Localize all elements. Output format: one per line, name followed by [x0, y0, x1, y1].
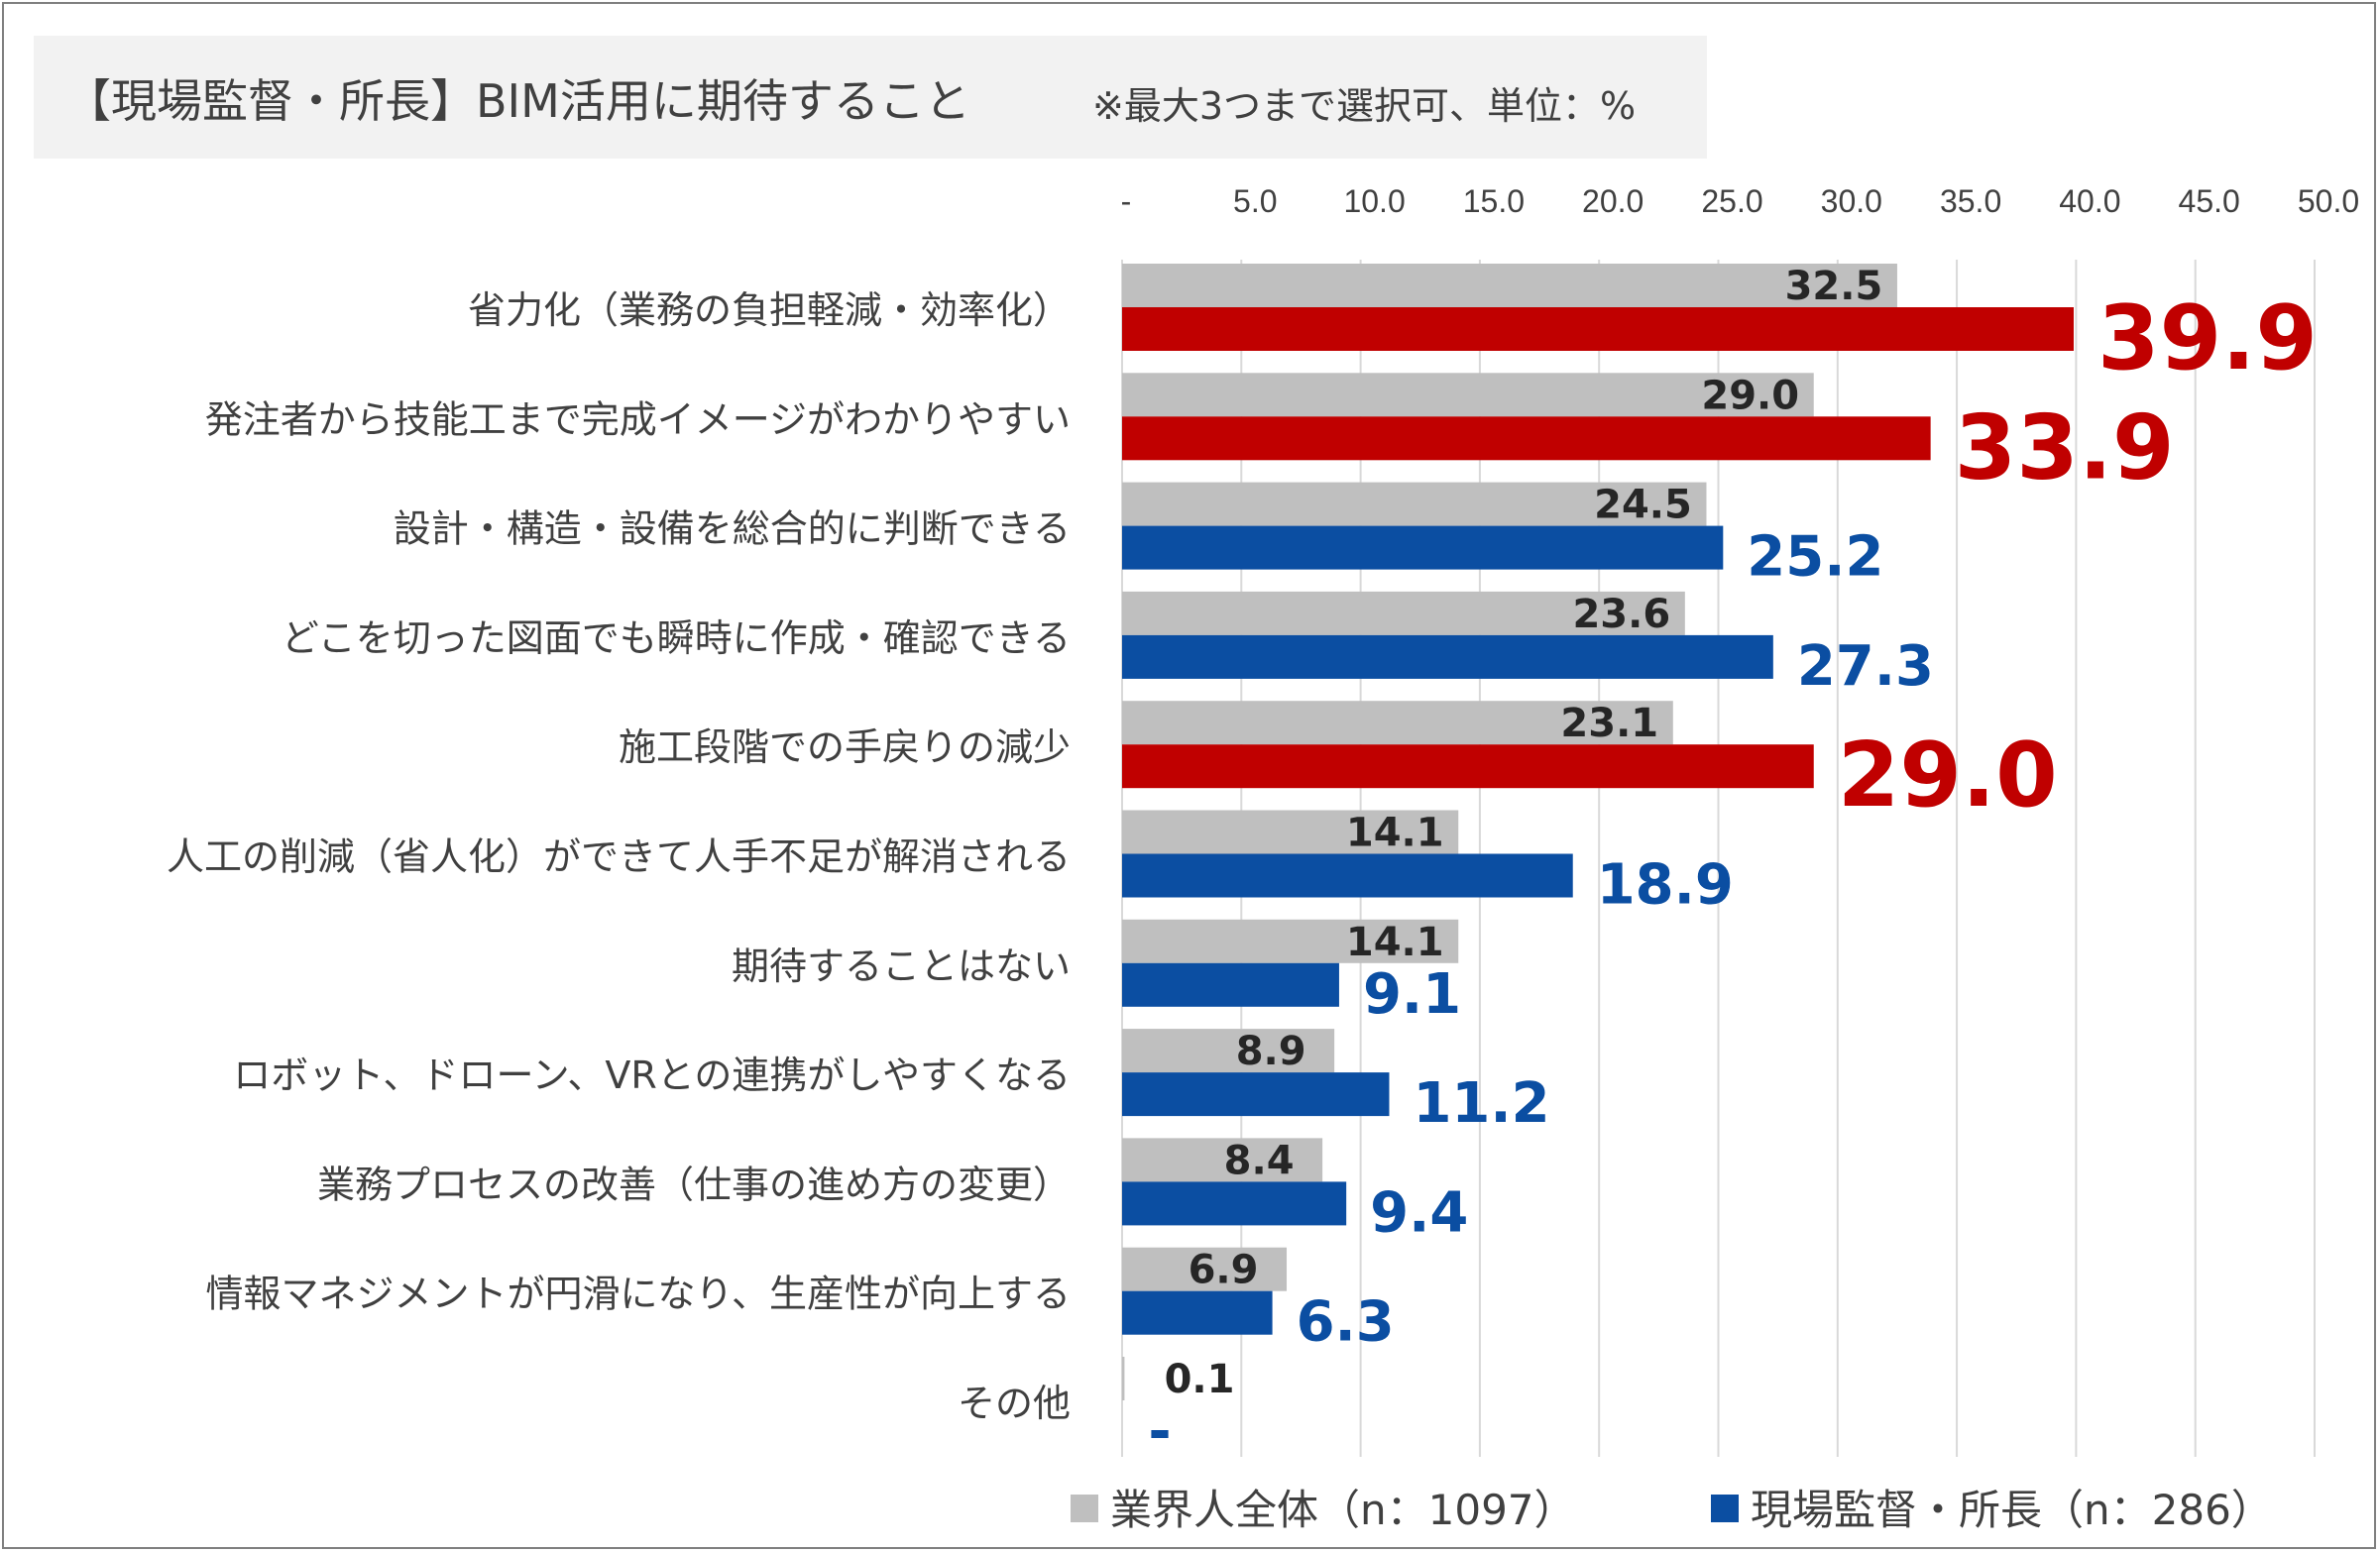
x-tick-label: 25.0 — [1701, 183, 1762, 219]
data-label-site-supervisor: - — [1148, 1399, 1171, 1464]
category-labels: 省力化（業務の負担軽減・効率化） 発注者から技能工まで完成イメージがわかりやすい設… — [167, 288, 1071, 1425]
data-label-industry-total: 8.9 — [1236, 1029, 1306, 1074]
chart-note: ※最大3つまで選択可、単位：% — [1092, 84, 1637, 128]
data-label-industry-total: 23.6 — [1572, 592, 1670, 637]
category-label: 人工の削減（省人化）ができて人手不足が解消される — [167, 835, 1071, 879]
bar-site-supervisor — [1122, 1181, 1347, 1226]
data-label-industry-total: 14.1 — [1346, 920, 1444, 965]
data-label-site-supervisor: 6.3 — [1297, 1290, 1395, 1355]
bar-site-supervisor — [1122, 962, 1339, 1007]
category-label: 業務プロセスの改善（仕事の進め方の変更） — [317, 1163, 1071, 1206]
data-label-industry-total: 29.0 — [1701, 373, 1799, 418]
bar-site-supervisor — [1122, 1072, 1390, 1117]
data-label-industry-total: 14.1 — [1346, 811, 1444, 856]
data-label-site-supervisor: 9.4 — [1370, 1180, 1468, 1245]
data-label-site-supervisor: 25.2 — [1747, 525, 1883, 590]
bar-site-supervisor — [1122, 744, 1814, 789]
x-tick-label: 30.0 — [1821, 183, 1882, 219]
category-label: 情報マネジメントが円滑になり、生産性が向上する — [206, 1273, 1071, 1316]
bar-industry-total — [1122, 591, 1685, 635]
legend-label: 業界人全体（n：1097） — [1110, 1486, 1576, 1534]
category-label: 発注者から技能工まで完成イメージがわかりやすい — [205, 397, 1071, 441]
bar-industry-total — [1122, 1357, 1125, 1400]
bar-industry-total — [1122, 482, 1707, 526]
data-label-industry-total: 23.1 — [1560, 701, 1658, 746]
x-tick-label: 10.0 — [1343, 183, 1405, 219]
legend-swatch — [1071, 1495, 1098, 1522]
bar-industry-total — [1122, 1247, 1288, 1291]
category-label: 省力化（業務の負担軽減・効率化） — [468, 288, 1071, 332]
x-tick-label: 5.0 — [1233, 183, 1277, 219]
x-tick-label: 50.0 — [2298, 183, 2359, 219]
data-label-site-supervisor: 27.3 — [1797, 634, 1934, 699]
bar-industry-total — [1122, 701, 1673, 745]
data-label-site-supervisor: 9.1 — [1363, 962, 1461, 1027]
x-tick-label: - — [1121, 183, 1132, 219]
category-label: ロボット、ドローン、VRとの連携がしやすくなる — [233, 1054, 1071, 1097]
data-label-site-supervisor: 29.0 — [1838, 723, 2058, 828]
legend: 業界人全体（n：1097） 現場監督・所長（n：286） — [1071, 1486, 2273, 1534]
x-tick-label: 35.0 — [1940, 183, 2001, 219]
bar-industry-total — [1122, 919, 1459, 963]
data-label-industry-total: 0.1 — [1165, 1357, 1235, 1402]
bar-site-supervisor — [1122, 853, 1573, 898]
data-label-industry-total: 32.5 — [1785, 264, 1883, 309]
data-label-industry-total: 8.4 — [1224, 1138, 1295, 1183]
bar-industry-total — [1122, 1138, 1323, 1182]
category-label: 設計・構造・設備を総合的に判断できる — [394, 507, 1071, 551]
chart-title: 【現場監督・所長】BIM活用に期待すること — [65, 74, 970, 128]
data-label-industry-total: 24.5 — [1594, 483, 1692, 528]
data-labels: 32.5 39.9 29.0 33.9 24.5 25.2 23.6 27.3 23.1 29.0… — [1148, 264, 2318, 1464]
data-label-site-supervisor: 18.9 — [1597, 853, 1734, 918]
bar-site-supervisor — [1122, 307, 2074, 351]
bar-industry-total — [1122, 1029, 1335, 1073]
category-label: 施工段階での手戻りの減少 — [619, 725, 1071, 769]
bars — [1122, 264, 2074, 1400]
x-tick-label: 15.0 — [1463, 183, 1525, 219]
bar-site-supervisor — [1122, 416, 1931, 461]
x-axis-ticks: - 5.0 10.0 15.0 20.0 25.0 30.0 35.0 40.0 45.0 50.0 — [1121, 183, 2359, 219]
legend-swatch — [1711, 1495, 1739, 1522]
category-label: どこを切った図面でも瞬時に作成・確認できる — [282, 616, 1071, 660]
bar-site-supervisor — [1122, 525, 1724, 570]
bar-industry-total — [1122, 264, 1897, 307]
data-label-site-supervisor: 11.2 — [1413, 1071, 1549, 1136]
category-label: 期待することはない — [732, 944, 1071, 988]
title-banner — [34, 36, 1707, 159]
data-label-industry-total: 6.9 — [1189, 1248, 1259, 1293]
bar-site-supervisor — [1122, 1290, 1273, 1335]
x-tick-label: 20.0 — [1582, 183, 1643, 219]
category-label: その他 — [958, 1382, 1071, 1425]
bar-site-supervisor — [1122, 634, 1773, 679]
x-tick-label: 40.0 — [2059, 183, 2120, 219]
bar-industry-total — [1122, 810, 1459, 854]
data-label-site-supervisor: 33.9 — [1955, 395, 2175, 499]
data-label-site-supervisor: 39.9 — [2097, 286, 2318, 390]
bar-industry-total — [1122, 373, 1814, 417]
legend-label: 現場監督・所長（n：286） — [1751, 1486, 2273, 1534]
x-tick-label: 45.0 — [2179, 183, 2240, 219]
